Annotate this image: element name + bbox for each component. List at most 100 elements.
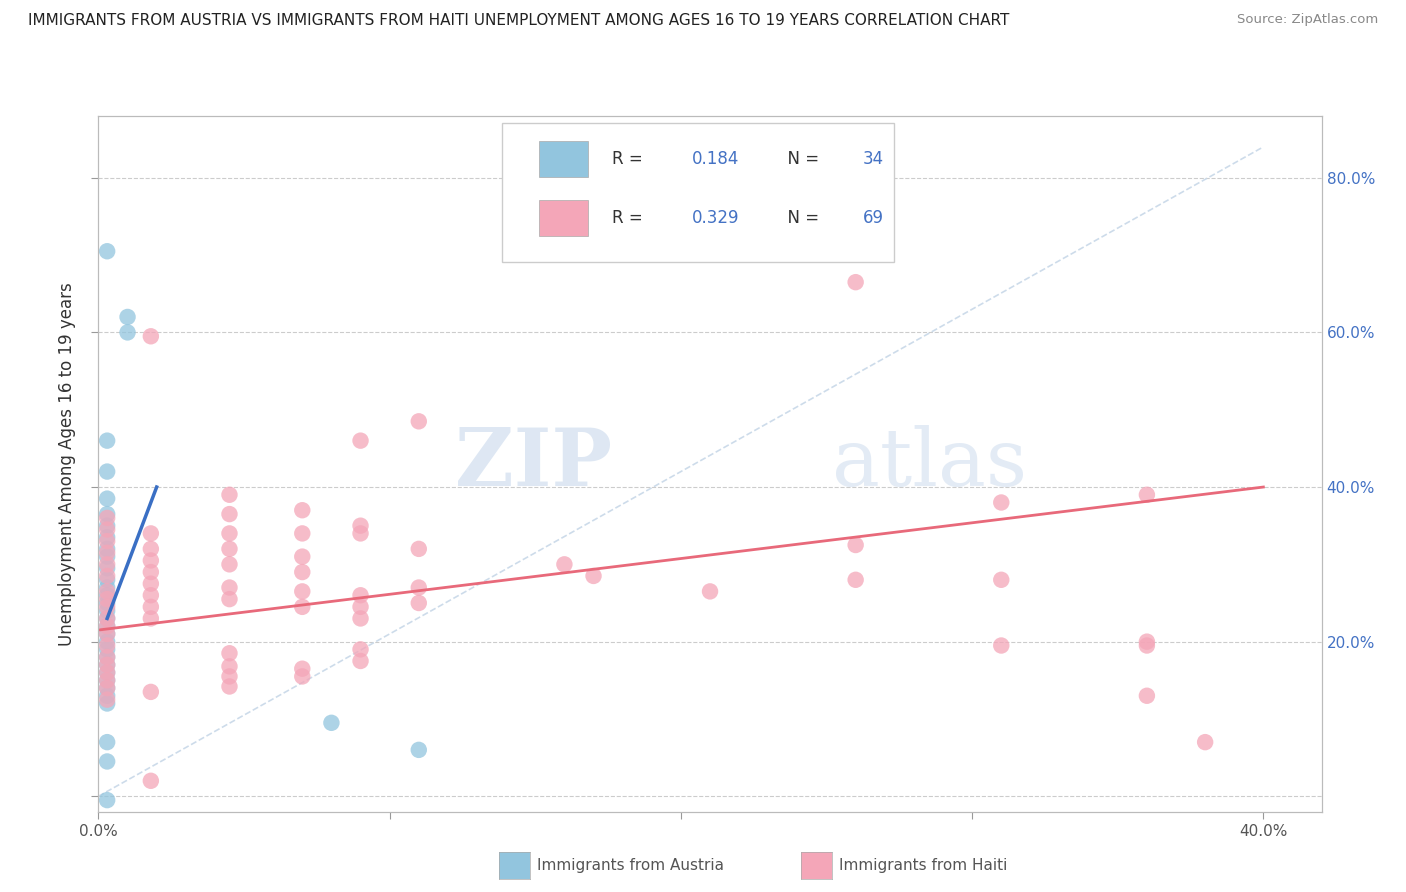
Point	[96, 793, 118, 807]
Point	[96, 523, 118, 537]
Point	[139, 773, 162, 788]
Point	[96, 549, 118, 564]
Point	[96, 604, 118, 618]
Point	[96, 665, 118, 680]
Point	[96, 546, 118, 560]
Point	[349, 518, 371, 533]
Point	[96, 561, 118, 575]
Point	[845, 538, 868, 552]
Point	[96, 541, 118, 556]
Point	[96, 596, 118, 610]
Text: Immigrants from Haiti: Immigrants from Haiti	[839, 858, 1008, 872]
Point	[218, 592, 240, 607]
Point	[139, 685, 162, 699]
Point	[96, 569, 118, 583]
Point	[117, 310, 139, 324]
Point	[96, 755, 118, 769]
Point	[990, 639, 1012, 653]
Point	[218, 646, 240, 660]
Point	[218, 541, 240, 556]
Point	[218, 659, 240, 673]
FancyBboxPatch shape	[502, 123, 894, 262]
Point	[96, 681, 118, 695]
Point	[990, 495, 1012, 509]
Point	[96, 735, 118, 749]
Point	[96, 619, 118, 633]
Point	[139, 611, 162, 625]
Point	[96, 573, 118, 587]
Point	[96, 673, 118, 688]
Point	[96, 639, 118, 653]
Point	[291, 584, 314, 599]
Text: Immigrants from Austria: Immigrants from Austria	[537, 858, 724, 872]
Point	[349, 642, 371, 657]
Point	[139, 576, 162, 591]
Point	[139, 541, 162, 556]
Point	[96, 558, 118, 572]
Text: Source: ZipAtlas.com: Source: ZipAtlas.com	[1237, 13, 1378, 27]
Point	[96, 592, 118, 607]
Point	[1194, 735, 1216, 749]
Point	[139, 588, 162, 602]
Text: ZIP: ZIP	[456, 425, 612, 503]
Point	[139, 526, 162, 541]
Point	[96, 650, 118, 665]
Point	[96, 534, 118, 549]
Point	[139, 565, 162, 579]
Point	[349, 526, 371, 541]
Point	[845, 573, 868, 587]
FancyBboxPatch shape	[538, 141, 588, 178]
Point	[139, 553, 162, 567]
Point	[408, 414, 430, 428]
Point	[96, 665, 118, 680]
Point	[218, 680, 240, 694]
Y-axis label: Unemployment Among Ages 16 to 19 years: Unemployment Among Ages 16 to 19 years	[58, 282, 76, 646]
Point	[349, 588, 371, 602]
Point	[96, 611, 118, 625]
Point	[96, 244, 118, 259]
Point	[553, 558, 575, 572]
Text: 0.329: 0.329	[692, 210, 740, 227]
Point	[1136, 634, 1159, 648]
Point	[96, 657, 118, 672]
Text: 0.184: 0.184	[692, 151, 740, 169]
Point	[408, 743, 430, 757]
Point	[139, 599, 162, 614]
Point	[1136, 639, 1159, 653]
Point	[96, 599, 118, 614]
Text: N =: N =	[778, 151, 825, 169]
Point	[218, 581, 240, 595]
Point	[96, 518, 118, 533]
Point	[218, 488, 240, 502]
Point	[96, 619, 118, 633]
Point	[582, 569, 605, 583]
Point	[349, 654, 371, 668]
Point	[96, 650, 118, 665]
Point	[218, 558, 240, 572]
Point	[349, 599, 371, 614]
Text: R =: R =	[612, 210, 648, 227]
Point	[699, 584, 721, 599]
Point	[96, 689, 118, 703]
Point	[291, 565, 314, 579]
Point	[349, 434, 371, 448]
Point	[96, 511, 118, 525]
Point	[218, 507, 240, 521]
Text: atlas: atlas	[832, 425, 1028, 503]
Point	[96, 697, 118, 711]
Point	[291, 669, 314, 683]
Point	[291, 526, 314, 541]
Point	[139, 329, 162, 343]
Point	[1136, 689, 1159, 703]
FancyBboxPatch shape	[538, 200, 588, 236]
Point	[96, 588, 118, 602]
Point	[96, 642, 118, 657]
Point	[1136, 488, 1159, 502]
Point	[408, 581, 430, 595]
Point	[349, 611, 371, 625]
Point	[321, 715, 343, 730]
Point	[990, 573, 1012, 587]
Point	[845, 275, 868, 289]
Point	[117, 326, 139, 340]
Point	[96, 681, 118, 695]
